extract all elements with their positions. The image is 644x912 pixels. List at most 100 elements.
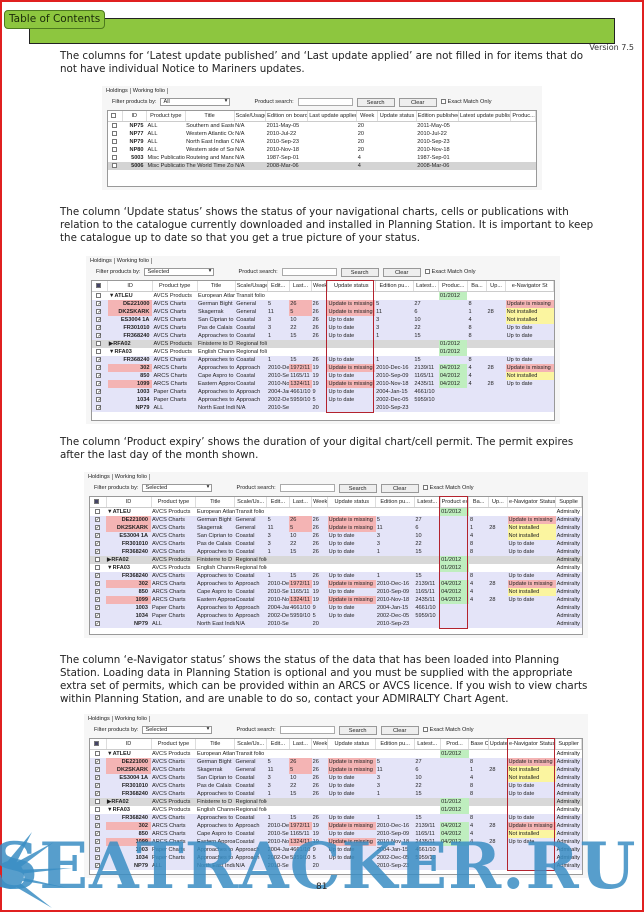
row-checkbox[interactable] xyxy=(108,130,122,138)
column-header-scale[interactable]: Scale/Us... xyxy=(234,497,268,508)
table-row[interactable]: ✓ 302 ARCS Charts Approaches to Approach 2010… xyxy=(92,363,554,372)
column-header-latest[interactable]: Latest... xyxy=(414,497,441,508)
row-checkbox[interactable]: ✓ xyxy=(92,395,108,404)
row-checkbox[interactable] xyxy=(92,291,108,300)
table-row[interactable]: ✓ FR301010 AVCS Charts Pas de Calais Coastal… xyxy=(90,781,582,790)
column-header-prod[interactable]: Produc... xyxy=(510,111,536,122)
column-header-status[interactable]: Update status xyxy=(327,497,377,508)
row-checkbox[interactable] xyxy=(108,146,122,154)
exact-match-checkbox[interactable]: Exact Match Only xyxy=(424,269,476,275)
row-checkbox[interactable] xyxy=(90,797,107,806)
column-header-expiry[interactable]: Product expiry xyxy=(440,497,470,508)
tab-holdings[interactable]: Holdings xyxy=(106,88,128,94)
column-header-week[interactable]: Week xyxy=(311,497,329,508)
column-header-ed[interactable]: Edit... xyxy=(266,739,290,750)
column-header-edpub[interactable]: Edition published xyxy=(416,111,459,122)
row-checkbox[interactable]: ✓ xyxy=(90,531,107,540)
column-header-week[interactable]: Week xyxy=(356,111,379,122)
tab-holdings[interactable]: Holdings xyxy=(90,258,112,264)
column-header-scale[interactable]: Scale/Us... xyxy=(234,739,268,750)
search-input[interactable] xyxy=(279,726,335,734)
table-row[interactable]: ✓ 850 ARCS Charts Cape Aspro to Coastal 2010-… xyxy=(90,829,582,838)
row-checkbox[interactable]: ✓ xyxy=(90,765,107,774)
search-input[interactable] xyxy=(279,484,335,492)
filter-select[interactable]: Selected xyxy=(142,726,213,734)
clear-button[interactable]: Clear xyxy=(380,725,419,735)
column-header-enav[interactable]: e-Navigator St xyxy=(505,281,554,292)
tab-working-folio[interactable]: Working folio xyxy=(111,474,151,480)
column-header-edpub[interactable]: Edition pu... xyxy=(375,739,415,750)
table-row[interactable]: ✓ FR368240 AVCS Charts Approaches to Coastal… xyxy=(90,571,582,580)
column-header-status[interactable]: Update status xyxy=(327,739,377,750)
search-button[interactable]: Search xyxy=(338,725,377,735)
column-header-last[interactable]: Last... xyxy=(289,497,313,508)
table-row[interactable]: ✓ DK2SKARK AVCS Charts Skagerrak General 11 5 2… xyxy=(90,765,582,774)
table-row[interactable]: ✓ FR368240 AVCS Charts Approaches to Coastal… xyxy=(92,355,554,364)
column-header-id[interactable]: ID xyxy=(107,281,153,292)
row-checkbox[interactable]: ✓ xyxy=(90,781,107,790)
column-header-status[interactable]: Update status xyxy=(327,281,376,292)
column-header-id[interactable]: ID xyxy=(106,497,152,508)
column-header-type[interactable]: Product type xyxy=(152,281,198,292)
table-row[interactable]: ✓ DK2SKARK AVCS Charts Skagerrak General 11 5 2… xyxy=(90,523,582,532)
column-header-title[interactable]: Title xyxy=(195,739,236,750)
row-checkbox[interactable]: ✓ xyxy=(90,523,107,532)
column-header-edpub[interactable]: Edition pu... xyxy=(375,497,415,508)
exact-match-checkbox[interactable]: Exact Match Only xyxy=(422,727,474,733)
row-checkbox[interactable]: ✓ xyxy=(90,813,107,822)
table-row[interactable]: ✓ ES3004 1A AVCS Charts San Ciprian to Coast… xyxy=(90,531,582,540)
column-header-expiry[interactable]: Produc... xyxy=(438,281,468,292)
column-header-enav[interactable]: e-Navigator Status xyxy=(507,497,557,508)
table-row[interactable]: ▶RFA02 AVCS Products Finisterre to D Region… xyxy=(90,797,582,806)
table-row[interactable]: ✓ 1003 Paper Charts Approaches to Approach 20… xyxy=(90,845,582,854)
row-checkbox[interactable] xyxy=(108,121,122,130)
row-checkbox[interactable]: ✓ xyxy=(92,331,108,340)
column-header-supplier[interactable]: Supplier xyxy=(555,739,582,750)
filter-select[interactable]: Selected xyxy=(142,484,213,492)
column-header-edpub[interactable]: Edition pu... xyxy=(375,281,414,292)
column-header-status[interactable]: Update status xyxy=(377,111,417,122)
row-checkbox[interactable]: ✓ xyxy=(92,387,108,396)
table-of-contents-button[interactable]: Table of Contents xyxy=(4,10,106,29)
table-row[interactable]: ✓ ES3004 1A AVCS Charts San Ciprian to Coast… xyxy=(90,773,582,782)
row-checkbox[interactable]: ✓ xyxy=(92,307,108,316)
clear-button[interactable]: Clear xyxy=(398,97,437,107)
row-checkbox[interactable]: ✓ xyxy=(90,515,107,524)
row-checkbox[interactable]: ✓ xyxy=(90,547,107,556)
row-checkbox[interactable]: ✓ xyxy=(92,403,108,412)
row-checkbox[interactable]: ✓ xyxy=(90,539,107,548)
row-checkbox[interactable]: ✓ xyxy=(90,773,107,782)
row-checkbox[interactable] xyxy=(90,555,107,564)
clear-button[interactable]: Clear xyxy=(382,267,421,277)
column-header-ed[interactable]: Edit... xyxy=(266,497,290,508)
column-header-upd[interactable]: Up... xyxy=(486,281,507,292)
filter-select[interactable]: Selected xyxy=(144,268,215,276)
row-checkbox[interactable]: ✓ xyxy=(90,861,107,870)
row-checkbox[interactable] xyxy=(108,161,123,170)
row-checkbox[interactable]: ✓ xyxy=(92,371,108,380)
table-row[interactable]: ✓ FR301010 AVCS Charts Pas de Calais Coastal… xyxy=(90,539,582,548)
table-row[interactable]: ▼RFA03 AVCS Products English Channel Region… xyxy=(92,347,554,356)
table-row[interactable]: ✓ 1034 Paper Charts Approaches to Approach 20… xyxy=(90,611,582,620)
column-header-base[interactable]: Ba... xyxy=(467,281,488,292)
select-all-checkbox[interactable] xyxy=(108,111,123,122)
row-checkbox[interactable]: ✓ xyxy=(92,379,108,388)
row-checkbox[interactable] xyxy=(108,154,122,162)
table-row[interactable]: ✓ FR301010 AVCS Charts Pas de Calais Coastal… xyxy=(92,323,554,332)
table-row[interactable]: ✓ 1003 Paper Charts Approaches to Approach 20… xyxy=(92,387,554,396)
table-row[interactable]: ✓ FR368240 AVCS Charts Approaches to Coastal… xyxy=(90,547,582,556)
column-header-week[interactable]: Week xyxy=(311,281,328,292)
search-button[interactable]: Search xyxy=(338,483,377,493)
search-input[interactable] xyxy=(297,98,353,106)
column-header-latest[interactable]: Latest update published xyxy=(458,111,512,122)
table-row[interactable]: ✓ 1034 Paper Charts Approaches to Approach 20… xyxy=(92,395,554,404)
